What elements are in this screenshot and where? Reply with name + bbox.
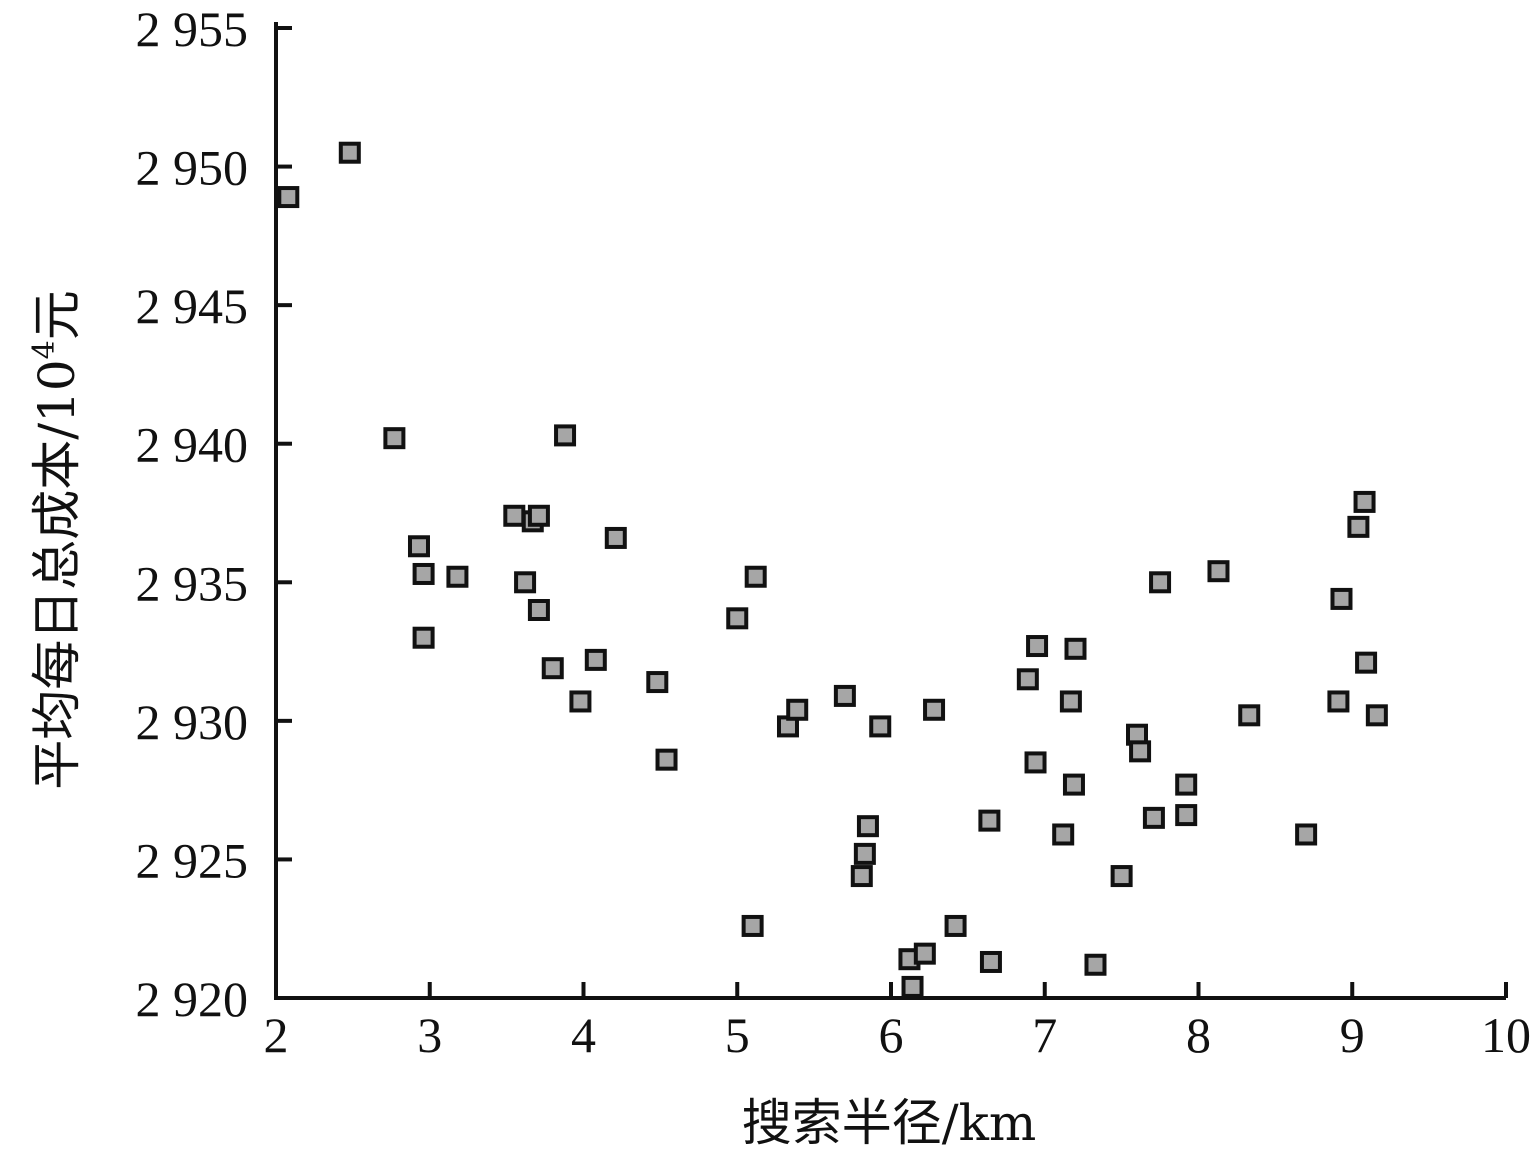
data-point [383, 427, 406, 450]
data-point [655, 748, 678, 771]
x-tick-label: 9 [1340, 1007, 1365, 1063]
data-point [527, 599, 550, 621]
data-point [527, 504, 550, 527]
data-point [412, 562, 435, 585]
data-point [514, 571, 537, 594]
y-tick-label: 2 935 [136, 555, 249, 611]
y-tick-label: 2 920 [136, 971, 249, 1027]
data-point [1295, 823, 1318, 846]
data-point [1059, 690, 1082, 713]
x-tick-label: 3 [417, 1007, 442, 1063]
y-tick-label: 2 950 [136, 140, 249, 196]
data-point [277, 186, 300, 209]
axes-frame [274, 22, 1506, 1000]
data-point [850, 865, 873, 888]
data-point [1330, 587, 1353, 610]
data-point [604, 526, 627, 549]
y-axis-title-suffix: 元 [28, 290, 86, 340]
data-point [1062, 773, 1085, 796]
x-axis-title: 搜索半径/km [742, 1094, 1037, 1152]
data-point [1175, 804, 1198, 827]
data-point [503, 504, 526, 527]
data-point [554, 424, 577, 447]
y-axis-title: 平均每日总成本/104元 [27, 290, 86, 790]
data-point [744, 565, 767, 588]
data-point [1327, 690, 1350, 713]
data-point [786, 698, 809, 721]
data-point [741, 914, 764, 937]
data-point [1142, 806, 1165, 829]
data-point [1207, 560, 1230, 583]
data-point [338, 141, 361, 164]
data-point [726, 607, 749, 630]
x-tick-labels: 2 3 4 5 6 7 8 9 10 [264, 1007, 1532, 1063]
data-point [584, 648, 607, 671]
y-tick-label: 2 930 [136, 694, 249, 750]
data-point [1026, 635, 1049, 658]
y-axis-title-superscript: 4 [27, 340, 62, 359]
data-point [913, 942, 936, 965]
data-point [1238, 704, 1261, 727]
x-tick-label: 8 [1186, 1007, 1211, 1063]
data-point [944, 914, 967, 937]
y-tick-labels: 2 920 2 925 2 930 2 935 2 940 2 945 2 950 2 955 [136, 1, 249, 1027]
data-point [1365, 704, 1388, 727]
x-tick-label: 7 [1032, 1007, 1057, 1063]
data-point [1024, 751, 1047, 774]
data-points [277, 141, 1388, 998]
x-tick-label: 5 [725, 1007, 750, 1063]
data-point [1149, 571, 1172, 594]
data-point [1064, 637, 1087, 660]
data-point [1016, 668, 1039, 691]
data-point [646, 671, 669, 694]
x-tick-label: 4 [571, 1007, 596, 1063]
y-tick-label: 2 925 [136, 832, 249, 888]
x-axis-ticks [274, 982, 1508, 998]
data-point [853, 842, 876, 865]
data-point [856, 815, 879, 838]
data-point [1052, 823, 1075, 846]
x-tick-label: 6 [879, 1007, 904, 1063]
y-axis-ticks [276, 26, 292, 1000]
data-point [1175, 773, 1198, 796]
x-tick-label: 2 [264, 1007, 289, 1063]
data-point [923, 698, 946, 721]
data-point [407, 535, 430, 558]
data-point [1347, 515, 1370, 538]
y-tick-label: 2 940 [136, 417, 249, 473]
data-point [901, 975, 924, 998]
data-point [1355, 651, 1378, 674]
data-point [569, 690, 592, 713]
data-point [978, 809, 1001, 832]
data-point [1353, 490, 1376, 513]
data-point [541, 657, 564, 680]
y-axis-title-main: 平均每日总成本/10 [28, 359, 86, 789]
data-point [446, 565, 469, 588]
data-point [979, 950, 1002, 973]
data-point [412, 626, 435, 649]
data-point [869, 715, 892, 738]
y-tick-label: 2 955 [136, 1, 249, 57]
data-point [1110, 865, 1133, 888]
y-tick-label: 2 945 [136, 278, 249, 334]
x-tick-label: 10 [1481, 1007, 1531, 1063]
data-point [833, 684, 856, 707]
data-point [1084, 953, 1107, 976]
data-point [1129, 740, 1152, 763]
